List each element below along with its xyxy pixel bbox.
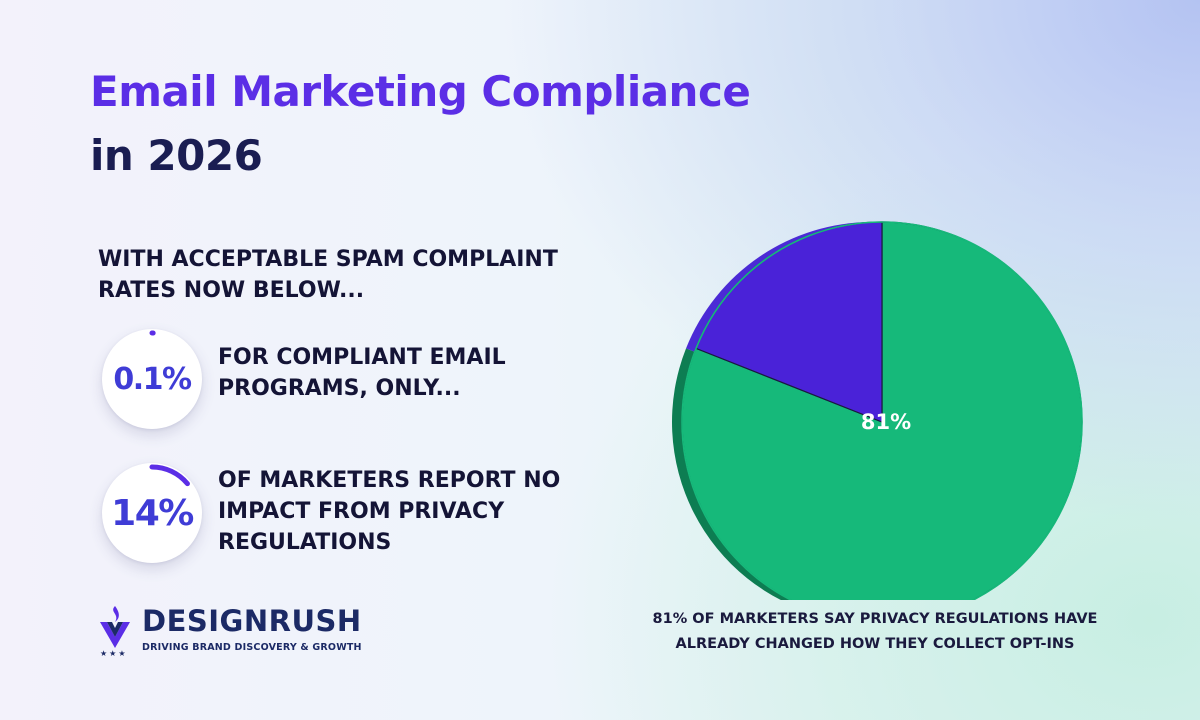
stat-ring — [149, 330, 156, 336]
stat-text-complaint-rate: FOR COMPLIANT EMAIL PROGRAMS, ONLY... — [218, 345, 506, 401]
stat-ring — [149, 464, 190, 487]
stat-progress-arc — [149, 464, 190, 487]
intro-text: WITH ACCEPTABLE SPAM COMPLAINT RATES NOW… — [98, 247, 558, 303]
brand-name: DESIGNRUSH — [142, 604, 362, 638]
pie-rim — [681, 221, 1083, 600]
chart-caption: 81% OF MARKETERS SAY PRIVACY REGULATIONS… — [652, 611, 1098, 652]
designrush-logo-icon — [100, 606, 130, 648]
brand-tagline: DRIVING BRAND DISCOVERY & GROWTH — [142, 642, 362, 653]
page-title: Email Marketing Compliance in 2026 — [90, 60, 751, 188]
title-line-1: Email Marketing Compliance — [90, 67, 751, 116]
logo-stars: ★★★ — [100, 649, 128, 658]
pie-slice-label-0: 81% — [861, 410, 911, 434]
stat-value: 14% — [111, 492, 194, 534]
pie-chart: 81% — [672, 221, 1083, 600]
title-line-2: in 2026 — [90, 131, 263, 180]
stat-circle-no-impact: 14% — [102, 463, 202, 563]
stat-circle-complaint-rate: 0.1% — [102, 329, 202, 429]
stat-text-no-impact: OF MARKETERS REPORT NO IMPACT FROM PRIVA… — [218, 468, 561, 555]
stat-value: 0.1% — [113, 361, 192, 397]
designrush-logo: ★★★ DESIGNRUSH DRIVING BRAND DISCOVERY &… — [96, 598, 396, 668]
